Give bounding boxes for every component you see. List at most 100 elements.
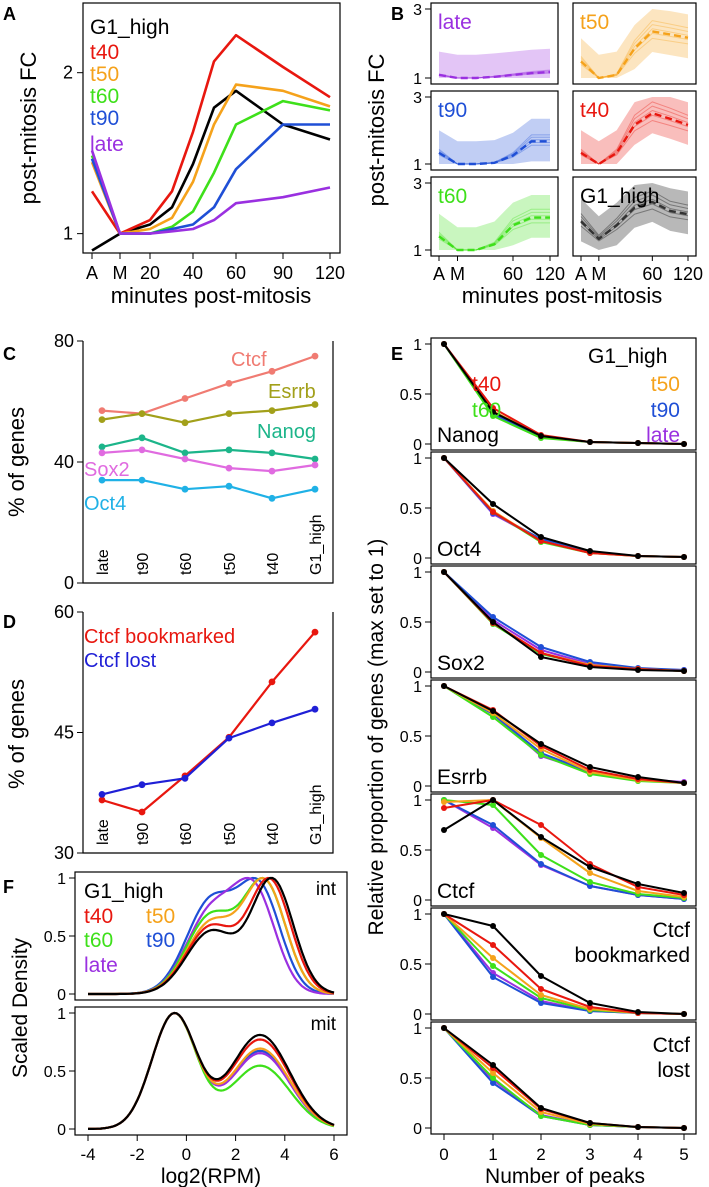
point-e-G1_high: [490, 923, 496, 929]
line-d-Ctcf bookmarked: [101, 631, 316, 814]
line-c-Ctcf: [101, 355, 316, 415]
line-e-G1_high: [443, 457, 685, 558]
tick-label-f-y: 0: [57, 987, 66, 1004]
facet-b-label: t40: [580, 99, 609, 122]
point-c-Esrrb: [138, 410, 146, 417]
point-e-G1_high: [441, 455, 447, 461]
point-c-Esrrb: [181, 419, 189, 427]
category-label-c: t50: [222, 553, 239, 575]
point-e-t40: [538, 986, 544, 992]
legend-a-late: late: [90, 133, 124, 156]
ylabel-b: post-mitosis FC: [364, 53, 389, 206]
trace-b-G1_high: [580, 208, 689, 242]
trace-b-G1_high: [580, 194, 689, 238]
legend-c-Oct4: Oct4: [84, 493, 126, 515]
point-e-G1_high: [635, 440, 641, 446]
tick-label-e-y: 1: [413, 337, 422, 354]
panel-label-a: A: [3, 4, 16, 24]
tick-label-b-x: M: [450, 264, 465, 284]
tick-label-f-x: -4: [80, 1145, 95, 1164]
point-d-Ctcf bookmarked: [268, 678, 276, 686]
point-c-Sox2: [268, 467, 276, 475]
density-f-t60: [88, 1011, 335, 1131]
point-e-G1_high: [681, 890, 687, 896]
facet-f-label: mit: [311, 1014, 337, 1035]
point-c-Sox2: [181, 455, 189, 463]
tick-label-e-y: 0: [413, 893, 422, 910]
trace-b-t40: [580, 105, 689, 165]
line-c-Oct4: [102, 479, 316, 500]
point-c-Nanog: [268, 449, 276, 457]
point-e-G1_high: [538, 741, 544, 747]
point-c-Nanog: [98, 443, 106, 451]
tick-label-f-x: 6: [329, 1145, 338, 1164]
band-b-t50: [581, 9, 688, 78]
density-f-G1_high: [88, 876, 335, 996]
point-d-Ctcf lost: [225, 734, 233, 742]
xlabel-f: log2(RPM): [161, 1165, 261, 1187]
tick-label-b-x: 60: [642, 264, 662, 284]
facet-b-frame: [572, 90, 697, 171]
tick-label-e-y: 1: [413, 907, 422, 924]
trace-b-G1_high: [580, 190, 689, 236]
legend-c-Ctcf: Ctcf: [231, 349, 267, 371]
tick-label-e-y: 1: [413, 451, 422, 468]
band-b-t40: [581, 97, 688, 164]
density-f-t40: [88, 1011, 335, 1131]
point-e-G1_high: [441, 911, 447, 917]
median-b-t60: [438, 216, 550, 252]
line-e-t50: [443, 1027, 685, 1129]
facet-e-label: Ctcf: [653, 919, 691, 942]
category-label-d: G1_high: [308, 785, 325, 846]
category-label-c: t60: [178, 553, 195, 575]
tick-label-a-x: A: [86, 263, 98, 283]
point-e-G1_high: [587, 764, 593, 770]
legend-e-G1_high: G1_high: [588, 345, 667, 368]
category-label-d: t50: [222, 823, 239, 845]
line-e-t50: [443, 799, 685, 898]
point-e-G1_high: [538, 973, 544, 979]
point-d-Ctcf bookmarked: [98, 796, 106, 804]
line-e-G1_high: [443, 913, 685, 1015]
point-e-t50: [441, 799, 447, 805]
density-f-G1_high: [88, 1011, 335, 1131]
line-a-t50: [90, 83, 331, 235]
tick-label-b-x: A: [575, 264, 587, 284]
panel-label-e: E: [391, 344, 403, 364]
line-e-late: [443, 799, 685, 900]
point-e-G1_high: [587, 439, 593, 445]
legend-e-t40: t40: [472, 373, 501, 396]
point-d-Ctcf lost: [98, 791, 106, 798]
median-b-late: [438, 70, 551, 80]
category-label-c: late: [95, 549, 112, 575]
tick-label-e-y: 0: [413, 665, 422, 682]
line-e-t40: [443, 1027, 685, 1129]
density-f-late: [88, 1011, 335, 1131]
tick-label-b-y: 3: [413, 2, 422, 19]
tick-label-a-x: M: [113, 263, 128, 283]
legend-f-late: late: [84, 954, 118, 977]
legend-f-t40: t40: [84, 905, 113, 928]
point-e-t60: [490, 802, 496, 808]
point-e-G1_high: [490, 797, 496, 803]
facet-b-label: t90: [438, 99, 467, 122]
facet-b-label: G1_high: [580, 185, 659, 208]
point-e-G1_high: [441, 827, 447, 833]
point-d-Ctcf bookmarked: [311, 628, 319, 636]
median-b-t90: [438, 140, 550, 166]
facet-e-label: lost: [657, 1059, 690, 1082]
point-c-Oct4: [311, 485, 319, 493]
ylabel-f: Scaled Density: [9, 937, 32, 1078]
tick-label-a-x: 20: [140, 263, 160, 283]
tick-label-e-x: 5: [679, 1145, 688, 1164]
line-e-t40: [443, 799, 685, 896]
point-c-Oct4: [181, 485, 189, 493]
line-e-G1_high: [443, 1027, 685, 1129]
category-label-c: G1_high: [308, 515, 325, 576]
point-e-G1_high: [681, 1011, 687, 1017]
tick-label-b-x: M: [591, 264, 606, 284]
trace-b-t40: [580, 120, 689, 165]
point-c-Oct4: [138, 476, 146, 484]
category-label-d: t40: [265, 823, 282, 845]
point-c-Sox2: [98, 449, 106, 457]
